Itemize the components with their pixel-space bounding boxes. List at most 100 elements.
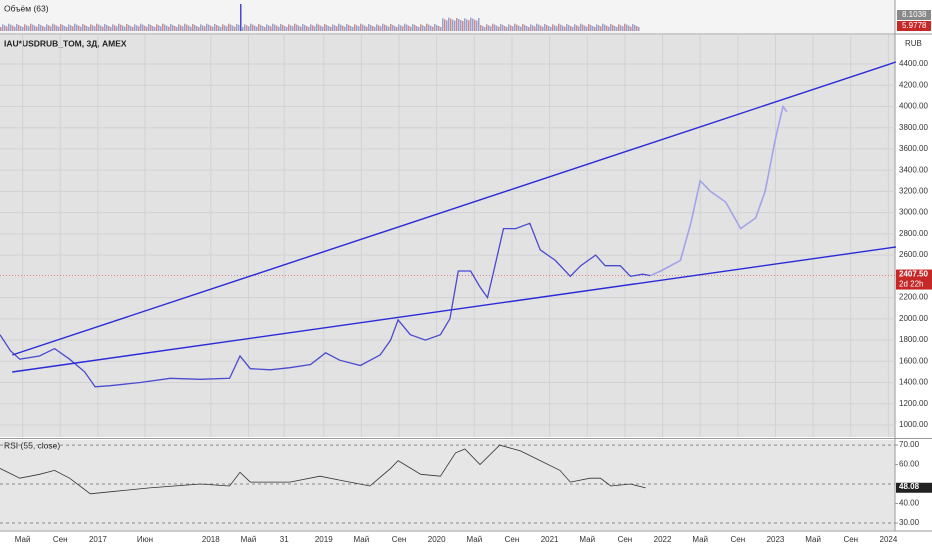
x-tick-label: Май <box>15 535 31 544</box>
volume-bar <box>48 25 50 31</box>
volume-bar <box>30 23 32 31</box>
volume-bar <box>4 25 6 31</box>
x-tick-label: Сен <box>505 535 520 544</box>
volume-bar <box>576 25 578 31</box>
volume-bar <box>210 25 212 31</box>
volume-bar <box>516 24 518 31</box>
rsi-pane <box>0 440 895 530</box>
volume-bar <box>330 27 332 31</box>
volume-bar <box>206 23 208 31</box>
volume-bar <box>0 27 2 31</box>
volume-bar <box>556 26 558 31</box>
volume-bar <box>630 26 632 31</box>
chart-title: IAU*USDRUB_TOM, 3Д, AMEX <box>4 38 127 48</box>
volume-bar <box>564 26 566 31</box>
volume-bar <box>146 26 148 31</box>
volume-bar <box>588 24 590 31</box>
volume-bar <box>228 23 230 31</box>
x-tick-label: 2017 <box>89 535 107 544</box>
volume-bar <box>528 27 530 31</box>
volume-bar <box>346 24 348 31</box>
volume-bar <box>318 24 320 31</box>
volume-bar <box>632 24 634 31</box>
volume-bar <box>634 25 636 31</box>
volume-bar <box>128 25 130 31</box>
volume-bar <box>134 24 136 31</box>
volume-bar <box>434 24 436 31</box>
volume-bar <box>230 24 232 31</box>
y-tick-label: 3600.00 <box>899 144 928 153</box>
y-tick-label: 40.00 <box>899 499 920 508</box>
volume-bar <box>384 24 386 31</box>
volume-bar <box>362 24 364 31</box>
volume-bar <box>150 25 152 31</box>
last-value-label: 2407.50 <box>899 270 928 279</box>
volume-bar <box>218 26 220 31</box>
volume-bar <box>302 24 304 31</box>
volume-bar <box>204 26 206 31</box>
volume-bar <box>264 27 266 31</box>
volume-bar <box>268 25 270 31</box>
y-tick-label: 1600.00 <box>899 356 928 365</box>
volume-bar <box>78 25 80 31</box>
volume-bar <box>416 26 418 31</box>
volume-bar <box>592 26 594 31</box>
volume-bar <box>282 25 284 31</box>
volume-bar <box>186 24 188 31</box>
volume-bar <box>418 27 420 31</box>
volume-bar <box>252 24 254 31</box>
y-tick-label: 3400.00 <box>899 165 928 174</box>
x-tick-label: Сен <box>731 535 746 544</box>
volume-bar <box>442 18 444 31</box>
volume-bar <box>396 27 398 31</box>
volume-bar <box>178 24 180 31</box>
volume-bar <box>124 26 126 31</box>
y-tick-label: 3200.00 <box>899 187 928 196</box>
volume-bar <box>58 26 60 31</box>
volume-bar <box>522 24 524 31</box>
volume-bar <box>2 24 4 31</box>
volume-bar <box>14 26 16 31</box>
volume-bar <box>298 25 300 31</box>
volume-bar <box>420 24 422 31</box>
volume-bar <box>348 25 350 31</box>
volume-bar <box>606 25 608 31</box>
volume-bar <box>524 25 526 31</box>
volume-bar <box>446 20 448 31</box>
price-pane <box>0 35 895 437</box>
volume-bar <box>184 23 186 31</box>
volume-bar <box>276 25 278 31</box>
volume-bar <box>426 23 428 31</box>
volume-bar <box>176 27 178 31</box>
x-tick-label: 2019 <box>315 535 333 544</box>
volume-bar <box>552 24 554 31</box>
volume-bar <box>172 25 174 31</box>
volume-bar <box>466 19 468 31</box>
volume-bar <box>156 24 158 31</box>
volume-bar <box>604 24 606 31</box>
volume-bar <box>484 27 486 31</box>
volume-bar <box>130 26 132 31</box>
volume-bar <box>54 24 56 31</box>
volume-bar <box>400 25 402 31</box>
volume-bar <box>488 25 490 31</box>
volume-bar <box>360 23 362 31</box>
volume-bar <box>12 25 14 31</box>
volume-bar <box>68 24 70 31</box>
volume-bar <box>32 24 34 31</box>
volume-bar <box>610 24 612 31</box>
series-line <box>11 61 897 356</box>
volume-bar <box>116 26 118 31</box>
y-unit: RUB <box>905 39 922 48</box>
volume-bar <box>52 23 54 31</box>
volume-bar <box>614 26 616 31</box>
volume-bar <box>258 24 260 31</box>
volume-bar <box>226 26 228 31</box>
volume-bar <box>574 24 576 31</box>
volume-bar <box>190 26 192 31</box>
volume-bar <box>380 26 382 31</box>
volume-bar <box>410 26 412 31</box>
volume-bar <box>402 26 404 31</box>
volume-bar <box>454 20 456 31</box>
y-tick-label: 2200.00 <box>899 293 928 302</box>
